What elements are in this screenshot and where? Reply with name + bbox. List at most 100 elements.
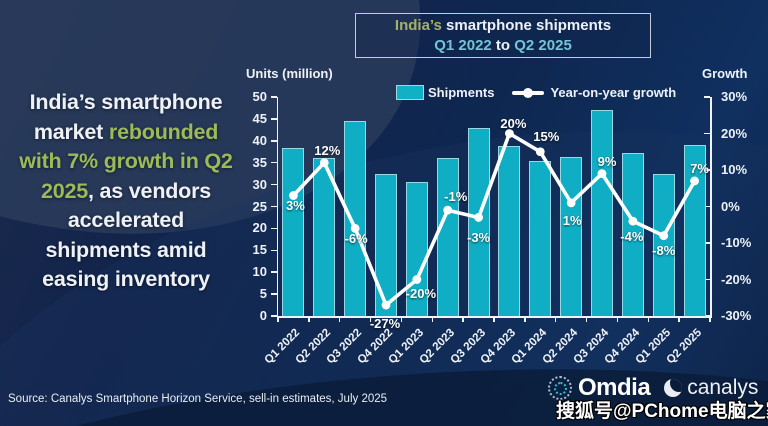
headline-text: India’s smartphone market rebounded with 7… (8, 88, 244, 295)
x-axis-tick (709, 317, 711, 322)
x-axis-tick (308, 317, 310, 322)
growth-point-marker (443, 205, 453, 215)
chart-legend: Shipments Year-on-year growth (396, 85, 676, 100)
x-axis-tick (678, 317, 680, 322)
growth-point-label: -1% (444, 189, 468, 205)
right-axis-line (710, 97, 712, 316)
growth-point-label: -20% (405, 285, 437, 301)
right-axis-tick-label: 0% (721, 198, 740, 214)
right-axis-tick-label: -20% (721, 271, 752, 287)
growth-point-label: -6% (344, 231, 368, 247)
growth-point-marker (505, 129, 514, 138)
left-axis-tick (270, 315, 277, 317)
text-line: shipments amid (8, 236, 244, 266)
growth-point-label: -27% (369, 316, 401, 332)
right-axis-tick (704, 278, 710, 281)
shipments-bar (621, 153, 644, 316)
growth-line-marker-icon (512, 87, 545, 98)
shipments-bar (591, 109, 613, 316)
growth-point-marker (566, 198, 576, 208)
growth-line-chart (289, 129, 699, 310)
text-segment: Q2 2025 (514, 36, 572, 54)
text-segment: India’s smartphone (29, 90, 223, 114)
x-axis-tick (431, 317, 434, 322)
right-axis-tick (704, 315, 710, 317)
left-axis-line (276, 97, 278, 316)
x-axis-tick (647, 317, 650, 322)
canalys-logo: canalys (664, 376, 758, 400)
right-axis-tick (704, 96, 710, 98)
left-axis-tick (270, 161, 277, 164)
growth-point-label: 20% (500, 115, 527, 131)
left-axis-tick (270, 293, 277, 295)
text-segment: easing inventory (42, 267, 210, 291)
right-axis-tick (704, 132, 710, 135)
growth-point-marker (628, 216, 638, 226)
text-line: with 7% growth in Q2 (8, 147, 244, 177)
left-axis-tick (270, 227, 277, 230)
growth-point-label: 9% (597, 153, 617, 169)
growth-point-label: 12% (314, 142, 341, 158)
canalys-crescent-icon (664, 379, 683, 397)
right-axis-tick (704, 169, 710, 171)
left-axis-tick-label: 25 (252, 198, 267, 214)
growth-point-label: 1% (562, 212, 582, 228)
source-note: Source: Canalys Smartphone Horizon Servi… (8, 393, 388, 405)
growth-point-marker (597, 169, 607, 179)
text-segment: to (491, 36, 515, 54)
growth-point-marker (474, 213, 483, 222)
text-segment: , as vendors (87, 178, 212, 203)
left-axis-tick-label: 0 (259, 308, 267, 323)
right-axis-tick (704, 205, 710, 208)
text-line: easing inventory (8, 265, 244, 295)
shipments-bar (375, 174, 397, 316)
right-axis-tick-label: 20% (721, 125, 748, 141)
left-axis-title: Units (million) (246, 66, 333, 81)
shipments-bar (498, 145, 521, 316)
legend-item-growth: Year-on-year growth (512, 85, 676, 100)
omdia-rings-icon (548, 376, 572, 400)
text-segment: India’s (394, 16, 447, 34)
growth-dot-icon (523, 87, 534, 98)
growth-point-label: 15% (533, 128, 560, 144)
omdia-wordmark: Omdia (578, 374, 651, 401)
text-line: 2025, as vendors (8, 177, 244, 207)
text-line: Q1 2022 to Q2 2025 (356, 36, 650, 56)
left-axis-tick-label: 20 (252, 220, 267, 236)
growth-point-marker (381, 300, 391, 310)
growth-point-marker (535, 147, 545, 157)
right-axis-tick-label: 10% (721, 162, 748, 177)
growth-point-label: -3% (467, 230, 491, 246)
legend-label-growth: Year-on-year growth (550, 85, 677, 100)
right-axis-tick-label: -30% (721, 308, 752, 323)
text-line: India’s smartphone shipments (356, 16, 650, 36)
chart-title-box: India’s smartphone shipments Q1 2022 to Q… (355, 13, 651, 58)
x-axis-tick (400, 317, 403, 322)
growth-line-path (291, 131, 697, 307)
x-axis-tick (554, 317, 557, 322)
growth-point-marker (690, 176, 699, 186)
left-axis-tick (270, 249, 277, 252)
left-axis-tick-label: 35 (252, 154, 267, 170)
x-axis-tick (338, 317, 341, 322)
left-axis-tick-label: 50 (252, 89, 267, 104)
x-axis-tick (585, 317, 588, 322)
growth-point-marker (659, 231, 669, 241)
x-axis-tick (524, 317, 526, 322)
shipments-bar (344, 120, 367, 316)
left-axis-tick (270, 271, 277, 273)
text-segment: Q1 2022 (434, 36, 492, 54)
growth-point-label: 7% (690, 160, 709, 176)
text-line: India’s smartphone (8, 88, 244, 118)
text-segment: with 7% growth in Q2 (19, 149, 233, 173)
right-axis-tick (704, 242, 710, 244)
right-axis-tick-label: -10% (721, 235, 752, 250)
watermark-text: 搜狐号@PChome电脑之家 (556, 401, 768, 422)
growth-point-label: 3% (286, 197, 305, 213)
text-segment: shipments amid (45, 237, 207, 262)
text-segment: 2025 (40, 178, 88, 203)
text-line: accelerated (8, 206, 244, 236)
x-axis-tick (616, 317, 619, 322)
right-axis-tick-label: 30% (721, 89, 748, 104)
